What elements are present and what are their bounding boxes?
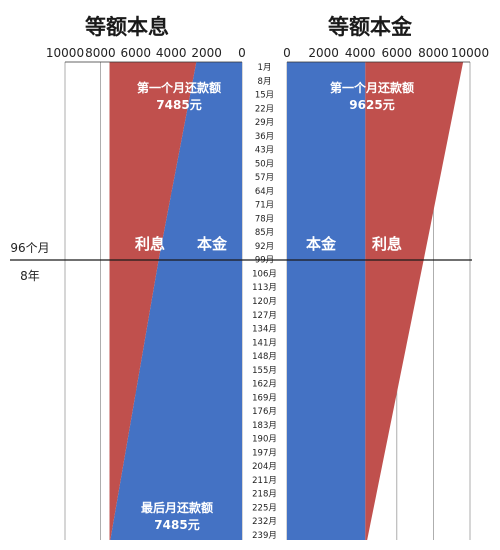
- month-tick-label: 50月: [255, 159, 274, 169]
- right-x-tick-label: 0: [283, 46, 291, 60]
- left-interest-area: [109, 62, 197, 540]
- month-tick-label: 64月: [255, 187, 274, 197]
- right-first-payment-label: 第一个月还款额: [330, 80, 414, 95]
- month-tick-label: 197月: [252, 448, 277, 458]
- month-tick-label: 190月: [252, 435, 277, 445]
- right-x-tick-label: 6000: [382, 46, 413, 60]
- reference-line-sublabel: 8年: [20, 269, 40, 283]
- month-tick-label: 43月: [255, 146, 274, 156]
- month-tick-label: 176月: [252, 407, 277, 417]
- month-tick-label: 120月: [252, 297, 277, 307]
- month-tick-label: 218月: [252, 490, 277, 500]
- right-first-payment-value: 9625元: [349, 98, 394, 112]
- month-tick-label: 15月: [255, 91, 274, 101]
- left-first-payment-label: 第一个月还款额: [137, 80, 221, 95]
- right-interest-area: [365, 62, 464, 540]
- left-chart-title: 等额本息: [85, 15, 169, 39]
- reference-line-label: 96个月: [10, 241, 49, 255]
- right-principal-area: [287, 62, 366, 540]
- month-tick-label: 71月: [255, 201, 274, 211]
- month-tick-label: 99月: [255, 256, 274, 266]
- month-tick-label: 134月: [252, 325, 277, 335]
- left-principal-label: 本金: [197, 235, 228, 253]
- right-x-tick-label: 4000: [345, 46, 376, 60]
- left-last-payment-label: 最后月还款额: [141, 500, 213, 515]
- left-x-tick-label: 2000: [191, 46, 222, 60]
- month-tick-label: 141月: [252, 338, 277, 348]
- left-principal-area: [110, 62, 242, 540]
- month-tick-label: 211月: [252, 476, 277, 486]
- month-tick-label: 169月: [252, 393, 277, 403]
- month-tick-label: 155月: [252, 366, 277, 376]
- month-tick-label: 127月: [252, 311, 277, 321]
- month-tick-label: 106月: [252, 269, 277, 279]
- month-tick-label: 113月: [252, 283, 277, 293]
- left-x-tick-label: 6000: [121, 46, 152, 60]
- left-x-tick-label: 10000: [46, 46, 84, 60]
- month-tick-label: 8月: [258, 77, 272, 87]
- month-tick-label: 85月: [255, 228, 274, 238]
- month-tick-label: 92月: [255, 242, 274, 252]
- month-tick-label: 225月: [252, 503, 277, 513]
- month-tick-label: 78月: [255, 214, 274, 224]
- month-tick-label: 29月: [255, 118, 274, 128]
- right-x-tick-label: 2000: [308, 46, 339, 60]
- month-tick-label: 232月: [252, 517, 277, 527]
- left-first-payment-value: 7485元: [156, 98, 201, 112]
- month-tick-label: 57月: [255, 173, 274, 183]
- left-x-tick-label: 8000: [85, 46, 116, 60]
- right-principal-label: 本金: [306, 235, 337, 253]
- month-tick-label: 183月: [252, 421, 277, 431]
- left-interest-label: 利息: [135, 235, 165, 253]
- month-tick-label: 148月: [252, 352, 277, 362]
- right-x-tick-label: 10000: [451, 46, 489, 60]
- right-interest-label: 利息: [372, 235, 402, 253]
- right-x-tick-label: 8000: [418, 46, 449, 60]
- month-tick-label: 162月: [252, 380, 277, 390]
- month-tick-label: 204月: [252, 462, 277, 472]
- left-last-payment-value: 7485元: [154, 518, 199, 532]
- month-tick-label: 36月: [255, 132, 274, 142]
- left-x-tick-label: 0: [238, 46, 246, 60]
- right-chart-title: 等额本金: [328, 15, 413, 39]
- month-tick-label: 239月: [252, 531, 277, 541]
- month-tick-label: 22月: [255, 104, 274, 114]
- month-tick-label: 1月: [258, 63, 272, 73]
- left-x-tick-label: 4000: [156, 46, 187, 60]
